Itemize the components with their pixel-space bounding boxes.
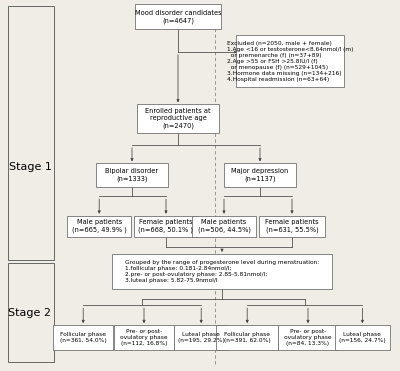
FancyBboxPatch shape [53,325,114,350]
Text: Male patients
(n=665, 49.9% ): Male patients (n=665, 49.9% ) [72,219,127,233]
FancyBboxPatch shape [134,216,198,237]
Text: Mood disorder candidates
(n=4647): Mood disorder candidates (n=4647) [135,10,221,24]
FancyBboxPatch shape [174,325,228,350]
Text: Follicular phase
(n=361, 54.0%): Follicular phase (n=361, 54.0%) [60,332,106,343]
Text: Pre- or post-
ovulatory phase
(n=112, 16.8%): Pre- or post- ovulatory phase (n=112, 16… [120,329,168,346]
Text: Female patients
(n=631, 55.5%): Female patients (n=631, 55.5%) [265,219,319,233]
Text: Bipolar disorder
(n=1333): Bipolar disorder (n=1333) [106,168,158,182]
Text: Grouped by the range of progesterone level during menstruation:
1.follicular pha: Grouped by the range of progesterone lev… [125,260,319,283]
FancyBboxPatch shape [96,163,168,187]
FancyBboxPatch shape [224,163,296,187]
Text: Enrolled patients at
reproductive age
(n=2470): Enrolled patients at reproductive age (n… [145,108,211,129]
Bar [8,6,54,260]
Text: Stage 1: Stage 1 [8,162,52,172]
Text: Luteal phase
(n=156, 24.7%): Luteal phase (n=156, 24.7%) [339,332,386,343]
FancyBboxPatch shape [335,325,390,350]
Text: Follicular phase
(n=391, 62.0%): Follicular phase (n=391, 62.0%) [224,332,270,343]
FancyBboxPatch shape [135,4,221,29]
FancyBboxPatch shape [114,325,174,350]
FancyBboxPatch shape [259,216,325,237]
Text: Pre- or post-
ovulatory phase
(n=84, 13.3%): Pre- or post- ovulatory phase (n=84, 13.… [284,329,332,346]
Text: Excluded (n=2050, male + female)
1.Age <16 or testosterone<8.64nmol/l (m)
  or p: Excluded (n=2050, male + female) 1.Age <… [227,41,353,82]
FancyBboxPatch shape [236,35,344,87]
FancyBboxPatch shape [278,325,338,350]
FancyBboxPatch shape [67,216,131,237]
Bar [8,263,54,362]
Text: Stage 2: Stage 2 [8,309,52,318]
Text: Female patients
(n=668, 50.1% ): Female patients (n=668, 50.1% ) [138,219,194,233]
FancyBboxPatch shape [112,254,332,289]
FancyBboxPatch shape [137,104,219,133]
FancyBboxPatch shape [216,325,278,350]
Text: Male patients
(n=506, 44.5%): Male patients (n=506, 44.5%) [198,219,250,233]
Text: Major depression
(n=1137): Major depression (n=1137) [231,168,289,182]
FancyBboxPatch shape [192,216,256,237]
Text: Luteal phase
(n=195, 29.2%): Luteal phase (n=195, 29.2%) [178,332,225,343]
